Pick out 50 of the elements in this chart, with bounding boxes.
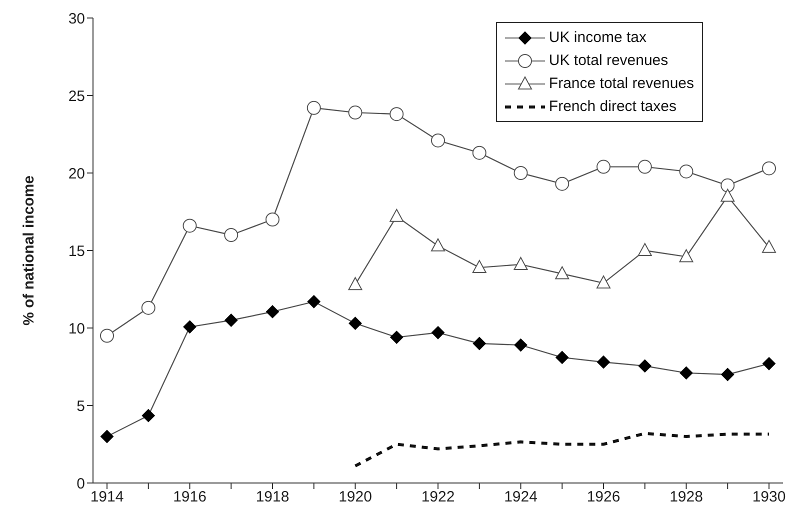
point bbox=[431, 238, 445, 252]
point bbox=[100, 328, 114, 343]
y-tick-label: 10 bbox=[68, 320, 85, 338]
point bbox=[638, 243, 652, 256]
point bbox=[596, 160, 610, 174]
point bbox=[596, 276, 610, 289]
point bbox=[762, 161, 776, 176]
point bbox=[762, 240, 776, 253]
point bbox=[266, 212, 280, 226]
point bbox=[679, 164, 694, 178]
legend-label: French direct taxes bbox=[548, 98, 676, 115]
y-tick-label: 15 bbox=[68, 242, 85, 260]
y-tick-label: 25 bbox=[68, 88, 85, 105]
point bbox=[390, 107, 404, 122]
y-tick-label: 20 bbox=[68, 165, 85, 182]
legend-label: France total revenues bbox=[548, 75, 694, 92]
y-tick-label: 0 bbox=[76, 475, 85, 492]
point bbox=[720, 188, 735, 202]
point bbox=[306, 100, 321, 115]
point bbox=[720, 178, 735, 192]
y-axis-title: % of national income bbox=[20, 175, 38, 326]
point bbox=[514, 166, 528, 180]
point bbox=[141, 300, 156, 315]
legend-label: UK income tax bbox=[548, 29, 646, 46]
x-tick-label: 1928 bbox=[670, 488, 703, 506]
point bbox=[224, 228, 238, 242]
point bbox=[390, 208, 404, 222]
x-tick-label: 1924 bbox=[504, 488, 538, 506]
x-tick-label: 1926 bbox=[586, 488, 620, 506]
x-tick-label: 1930 bbox=[752, 488, 786, 506]
x-tick-label: 1920 bbox=[338, 488, 372, 506]
x-tick-label: 1922 bbox=[421, 488, 455, 506]
point bbox=[348, 106, 362, 120]
point bbox=[182, 218, 197, 233]
point bbox=[472, 260, 486, 274]
legend-label: UK total revenues bbox=[548, 52, 668, 69]
x-tick-label: 1914 bbox=[90, 488, 124, 506]
line-series bbox=[354, 432, 770, 468]
point bbox=[638, 160, 652, 174]
y-tick-label: 5 bbox=[76, 398, 85, 415]
point bbox=[514, 256, 528, 270]
y-tick-label: 30 bbox=[68, 10, 85, 28]
x-tick-label: 1918 bbox=[256, 488, 290, 506]
point bbox=[555, 266, 570, 280]
point bbox=[679, 249, 694, 262]
point bbox=[431, 133, 445, 148]
point bbox=[472, 146, 486, 160]
point bbox=[555, 176, 570, 191]
point bbox=[348, 277, 362, 290]
x-tick-label: 1916 bbox=[173, 488, 206, 506]
